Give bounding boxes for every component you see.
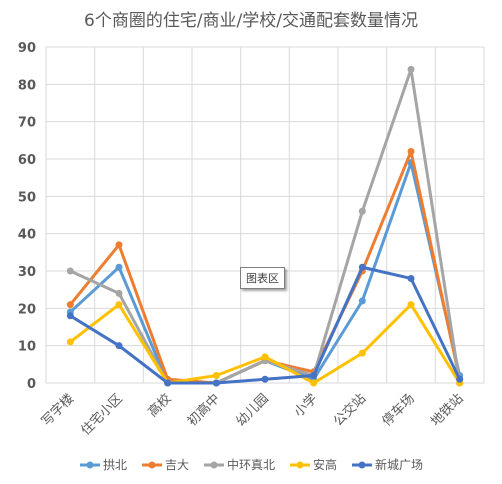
series-line xyxy=(68,303,462,385)
data-point xyxy=(115,342,123,350)
series-line xyxy=(68,67,462,385)
x-tick-label: 住宅小区 xyxy=(78,391,125,438)
y-tick-label: 10 xyxy=(18,340,36,355)
y-tick-label: 0 xyxy=(27,377,36,392)
legend-label: 新城广场 xyxy=(375,458,424,472)
series-lines xyxy=(66,65,464,387)
series-2 xyxy=(66,65,464,387)
legend-swatch xyxy=(352,461,373,468)
y-tick-label: 90 xyxy=(18,41,36,56)
y-tick-label: 80 xyxy=(18,78,36,93)
data-point xyxy=(310,379,318,387)
y-tick-label: 60 xyxy=(18,153,36,168)
legend-label: 拱北 xyxy=(102,458,127,472)
data-point xyxy=(115,263,123,271)
data-point xyxy=(456,375,464,383)
legend-item: 安高 xyxy=(289,456,337,473)
data-point xyxy=(115,241,123,249)
data-point xyxy=(115,289,123,297)
data-point xyxy=(164,379,172,387)
data-point xyxy=(310,372,318,380)
data-point xyxy=(212,379,220,387)
chart-area-tooltip: 图表区 xyxy=(240,267,285,289)
chart-legend: 拱北 吉大 中环真北 安高 新城广场 xyxy=(0,456,502,473)
data-point xyxy=(407,301,415,309)
y-tick-label: 20 xyxy=(18,302,36,317)
y-tick-label: 70 xyxy=(18,116,36,131)
data-point xyxy=(66,312,74,320)
y-tick-label: 40 xyxy=(18,228,36,243)
data-point xyxy=(358,263,366,271)
x-tick-label: 地铁站 xyxy=(428,391,466,429)
x-tick-label: 初高中 xyxy=(184,391,223,430)
legend-item: 吉大 xyxy=(141,456,189,473)
legend-item: 中环真北 xyxy=(203,456,275,473)
data-point xyxy=(358,349,366,357)
legend-swatch xyxy=(141,461,162,468)
series-3 xyxy=(66,301,464,387)
grid-lines xyxy=(45,46,485,384)
x-axis-tick-labels: 写字楼 住宅小区 高校 初高中 幼儿园 小学 公交站 停车场 地铁站 xyxy=(39,391,467,439)
data-point xyxy=(261,353,269,361)
data-point xyxy=(66,267,74,275)
y-tick-label: 50 xyxy=(18,190,36,205)
data-point xyxy=(407,274,415,282)
data-point xyxy=(261,375,269,383)
legend-item: 拱北 xyxy=(79,456,127,473)
legend-swatch xyxy=(79,461,100,468)
data-point xyxy=(407,65,415,73)
data-point xyxy=(66,301,74,309)
legend-swatch xyxy=(203,461,224,468)
data-point xyxy=(358,207,366,215)
y-axis-tick-labels: 0 10 20 30 40 50 60 70 80 90 xyxy=(18,41,36,392)
legend-label: 吉大 xyxy=(164,458,189,472)
data-point xyxy=(358,297,366,305)
data-point xyxy=(115,301,123,309)
legend-label: 中环真北 xyxy=(226,458,275,472)
legend-item: 新城广场 xyxy=(351,456,423,473)
legend-label: 安高 xyxy=(313,458,338,472)
chart-title: 6个商圈的住宅/商业/学校/交通配套数量情况 xyxy=(84,11,418,31)
series-4 xyxy=(66,263,464,387)
y-tick-label: 30 xyxy=(18,265,36,280)
x-tick-label: 小学 xyxy=(291,391,321,421)
data-point xyxy=(407,148,415,156)
x-tick-label: 幼儿园 xyxy=(234,391,272,429)
x-tick-label: 写字楼 xyxy=(39,391,77,429)
x-tick-label: 公交站 xyxy=(330,391,369,430)
x-tick-label: 停车场 xyxy=(379,391,418,430)
legend-swatch xyxy=(290,461,310,468)
data-point xyxy=(66,338,74,346)
data-point xyxy=(212,372,220,380)
x-tick-label: 高校 xyxy=(145,391,175,421)
